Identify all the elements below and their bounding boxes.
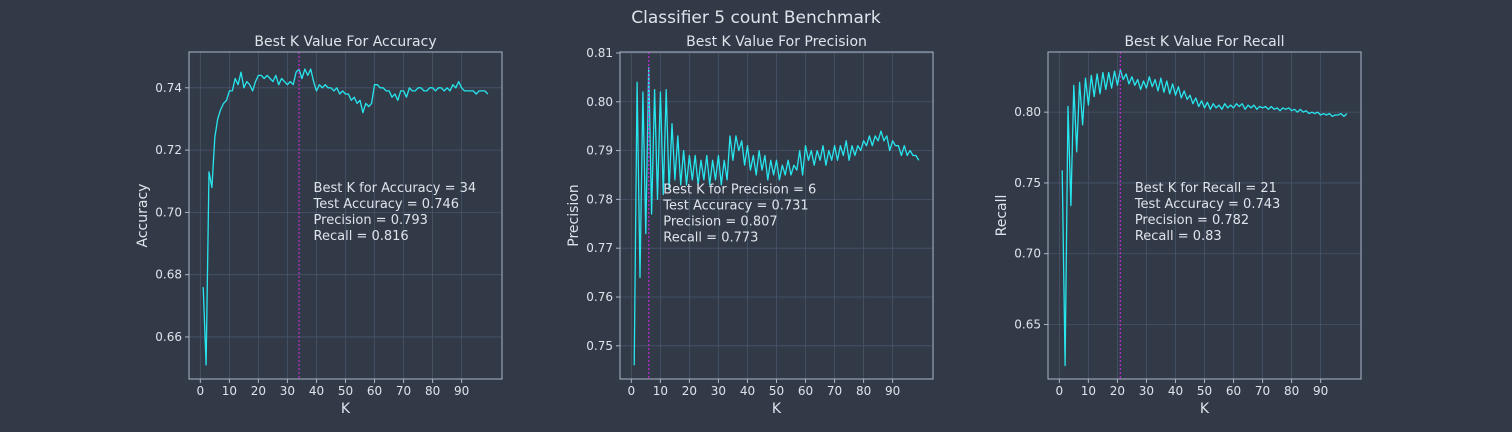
y-tick-label: 0.80 xyxy=(1014,105,1041,119)
annotation-line: Precision = 0.807 xyxy=(663,215,777,230)
chart-panel: 0 10 20 30 40 50 60 70 80 90 0.66 0.68 0.70 0.72 0.74 B… xyxy=(135,34,503,417)
y-tick-label: 0.70 xyxy=(1014,247,1041,261)
x-tick-label: 20 xyxy=(251,384,266,398)
chart-title: Best K Value For Precision xyxy=(686,34,867,50)
x-tick-label: 10 xyxy=(653,384,668,398)
x-tick-label: 80 xyxy=(425,384,440,398)
x-tick-label: 60 xyxy=(367,384,382,398)
annotation-line: Test Accuracy = 0.731 xyxy=(662,199,808,214)
x-tick-label: 70 xyxy=(396,384,411,398)
annotation-line: Best K for Recall = 21 xyxy=(1135,181,1277,196)
x-tick-label: 80 xyxy=(856,384,871,398)
y-tick-label: 0.79 xyxy=(586,144,613,158)
x-tick-label: 40 xyxy=(1168,384,1183,398)
y-tick-label: 0.77 xyxy=(586,241,613,255)
x-tick-label: 0 xyxy=(628,384,636,398)
y-tick-label: 0.75 xyxy=(586,339,613,353)
annotation-line: Recall = 0.83 xyxy=(1135,229,1222,244)
x-axis-label: K xyxy=(1200,401,1210,417)
y-tick-label: 0.72 xyxy=(155,143,182,157)
x-tick-label: 70 xyxy=(827,384,842,398)
axes-frame xyxy=(1047,51,1362,380)
x-tick-label: 0 xyxy=(1056,384,1064,398)
x-tick-label: 30 xyxy=(280,384,295,398)
y-tick-label: 0.66 xyxy=(155,330,182,344)
chart-title: Best K Value For Recall xyxy=(1124,34,1284,50)
annotation-line: Precision = 0.782 xyxy=(1135,213,1249,228)
x-tick-label: 50 xyxy=(338,384,353,398)
x-tick-label: 60 xyxy=(798,384,813,398)
y-axis-label: Precision xyxy=(566,184,582,246)
y-tick-label: 0.68 xyxy=(155,268,182,282)
chart-panel: 0 10 20 30 40 50 60 70 80 90 0.65 0.70 0.75 0.80 Best … xyxy=(994,34,1362,417)
x-tick-label: 20 xyxy=(682,384,697,398)
annotation-line: Best K for Accuracy = 34 xyxy=(314,181,477,196)
x-tick-label: 70 xyxy=(1255,384,1270,398)
chart-panel: 0 10 20 30 40 50 60 70 80 90 0.75 0.76 0.77 0.78 0.79 0… xyxy=(566,34,934,417)
annotation-line: Recall = 0.816 xyxy=(314,229,409,244)
series-line xyxy=(633,66,920,366)
x-tick-label: 10 xyxy=(222,384,237,398)
y-tick-label: 0.78 xyxy=(586,192,613,206)
x-tick-label: 40 xyxy=(740,384,755,398)
y-tick-label: 0.76 xyxy=(586,290,613,304)
x-tick-label: 90 xyxy=(885,384,900,398)
y-tick-label: 0.81 xyxy=(586,46,613,60)
x-tick-label: 0 xyxy=(197,384,205,398)
y-tick-label: 0.65 xyxy=(1014,318,1041,332)
x-tick-label: 40 xyxy=(309,384,324,398)
x-tick-label: 90 xyxy=(454,384,469,398)
x-tick-label: 80 xyxy=(1284,384,1299,398)
y-tick-label: 0.74 xyxy=(155,81,182,95)
charts-layer: 0 10 20 30 40 50 60 70 80 90 0.66 0.68 0.70 0.72 0.74 B… xyxy=(135,34,1362,417)
axes-frame xyxy=(188,51,503,380)
x-axis-label: K xyxy=(772,401,782,417)
annotation-line: Best K for Precision = 6 xyxy=(663,183,816,198)
x-tick-label: 50 xyxy=(769,384,784,398)
x-tick-label: 20 xyxy=(1110,384,1125,398)
annotation-line: Test Accuracy = 0.743 xyxy=(1134,197,1280,212)
y-axis-label: Recall xyxy=(994,195,1010,237)
x-tick-label: 10 xyxy=(1081,384,1096,398)
chart-title: Best K Value For Accuracy xyxy=(254,34,436,50)
axes-frame xyxy=(619,51,934,380)
annotation-line: Precision = 0.793 xyxy=(314,213,428,228)
x-tick-label: 30 xyxy=(1139,384,1154,398)
x-tick-label: 50 xyxy=(1197,384,1212,398)
annotation-line: Recall = 0.773 xyxy=(663,231,758,246)
series-line xyxy=(202,68,489,366)
y-axis-label: Accuracy xyxy=(135,184,151,248)
y-tick-label: 0.75 xyxy=(1014,176,1041,190)
y-tick-label: 0.80 xyxy=(586,95,613,109)
y-tick-label: 0.70 xyxy=(155,205,182,219)
x-tick-label: 60 xyxy=(1226,384,1241,398)
x-tick-label: 30 xyxy=(711,384,726,398)
annotation-line: Test Accuracy = 0.746 xyxy=(313,197,459,212)
series-line xyxy=(1061,69,1348,367)
x-axis-label: K xyxy=(341,401,351,417)
figure-title: Classifier 5 count Benchmark xyxy=(631,8,881,28)
x-tick-label: 90 xyxy=(1313,384,1328,398)
